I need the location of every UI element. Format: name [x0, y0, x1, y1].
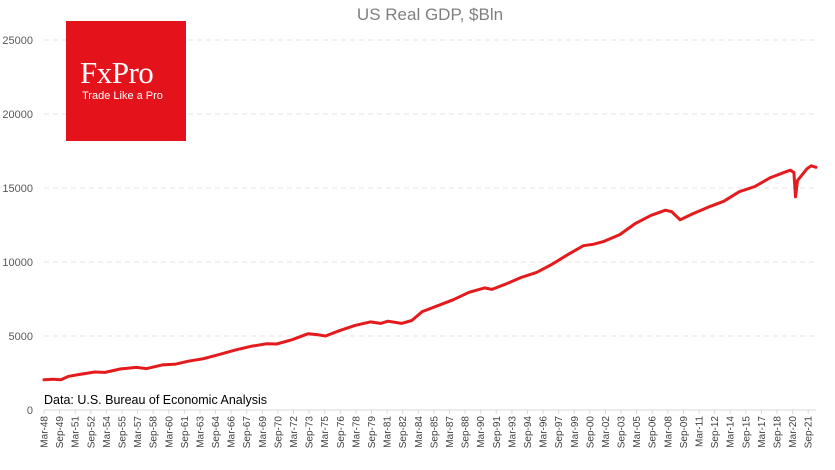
x-tick-label: Sep-79	[367, 416, 378, 449]
x-tick-label: Sep-15	[741, 416, 752, 449]
x-tick-label: Mar-84	[414, 416, 425, 448]
x-tick-label: Sep-00	[585, 416, 596, 449]
x-tick-label: Mar-93	[507, 416, 518, 448]
x-tick-label: Sep-61	[180, 416, 191, 449]
x-tick-label: Mar-08	[663, 416, 674, 448]
data-source-note: Data: U.S. Bureau of Economic Analysis	[44, 393, 268, 407]
y-tick-label: 15000	[2, 183, 33, 195]
y-tick-label: 20000	[2, 109, 33, 121]
x-tick-label: Sep-03	[617, 416, 628, 449]
x-tick-label: Sep-85	[429, 416, 440, 449]
x-tick-label: Mar-63	[195, 416, 206, 448]
x-tick-label: Mar-72	[289, 416, 300, 448]
x-tick-label: Sep-06	[648, 416, 659, 449]
x-tick-label: Sep-82	[398, 416, 409, 449]
chart-title: US Real GDP, $Bln	[357, 5, 503, 24]
x-tick-label: Sep-91	[492, 416, 503, 449]
x-tick-label: Mar-96	[539, 416, 550, 448]
y-tick-label: 0	[27, 405, 33, 417]
x-tick-label: Sep-94	[523, 416, 534, 449]
x-tick-label: Sep-52	[86, 416, 97, 449]
x-tick-label: Mar-69	[258, 416, 269, 448]
x-tick-label: Mar-66	[227, 416, 238, 448]
x-tick-label: Mar-51	[71, 416, 82, 448]
x-tick-label: Mar-57	[133, 416, 144, 448]
x-tick-label: Sep-64	[211, 416, 222, 449]
x-tick-label: Sep-97	[554, 416, 565, 449]
x-tick-label: Mar-54	[102, 416, 113, 448]
x-tick-label: Sep-67	[242, 416, 253, 449]
x-tick-label: Mar-20	[788, 416, 799, 448]
x-tick-labels: Mar-48 Sep-49 Mar-51 Sep-52 Mar-54 Sep-55 Mar-…	[40, 410, 815, 448]
x-tick-label: Mar-99	[570, 416, 581, 448]
x-tick-label: Sep-49	[55, 416, 66, 449]
x-tick-label: Mar-78	[351, 416, 362, 448]
x-tick-label: Sep-12	[710, 416, 721, 449]
x-tick-label: Mar-81	[383, 416, 394, 448]
x-tick-label: Mar-48	[40, 416, 51, 448]
y-tick-label: 25000	[2, 35, 33, 47]
series-layer	[42, 164, 818, 382]
x-tick-label: Mar-11	[695, 416, 706, 447]
x-tick-label: Mar-60	[164, 416, 175, 448]
x-tick-label: Mar-05	[632, 416, 643, 448]
logo-tagline: Trade Like a Pro	[82, 90, 163, 102]
logo-name: FxPro	[80, 55, 154, 90]
x-tick-label: Mar-02	[601, 416, 612, 448]
y-axis: 0 5000 10000 15000 20000 25000	[2, 35, 33, 417]
x-tick-label: Mar-90	[476, 416, 487, 448]
x-tick-label: Mar-87	[445, 416, 456, 448]
x-tick-label: Sep-58	[149, 416, 160, 449]
x-tick-label: Sep-73	[305, 416, 316, 449]
x-tick-label: Sep-21	[804, 416, 815, 449]
x-tick-label: Sep-70	[273, 416, 284, 449]
x-tick-label: Mar-14	[726, 416, 737, 448]
fxpro-logo: FxPro Trade Like a Pro	[66, 21, 186, 141]
y-tick-label: 10000	[2, 257, 33, 269]
x-tick-label: Sep-18	[773, 416, 784, 449]
x-tick-label: Mar-75	[320, 416, 331, 448]
x-tick-label: Mar-17	[757, 416, 768, 448]
gdp-series-line	[42, 164, 818, 382]
x-tick-label: Sep-55	[117, 416, 128, 449]
x-tick-label: Sep-09	[679, 416, 690, 449]
x-tick-label: Sep-76	[336, 416, 347, 449]
x-tick-label: Sep-88	[461, 416, 472, 449]
y-tick-label: 5000	[9, 331, 33, 343]
